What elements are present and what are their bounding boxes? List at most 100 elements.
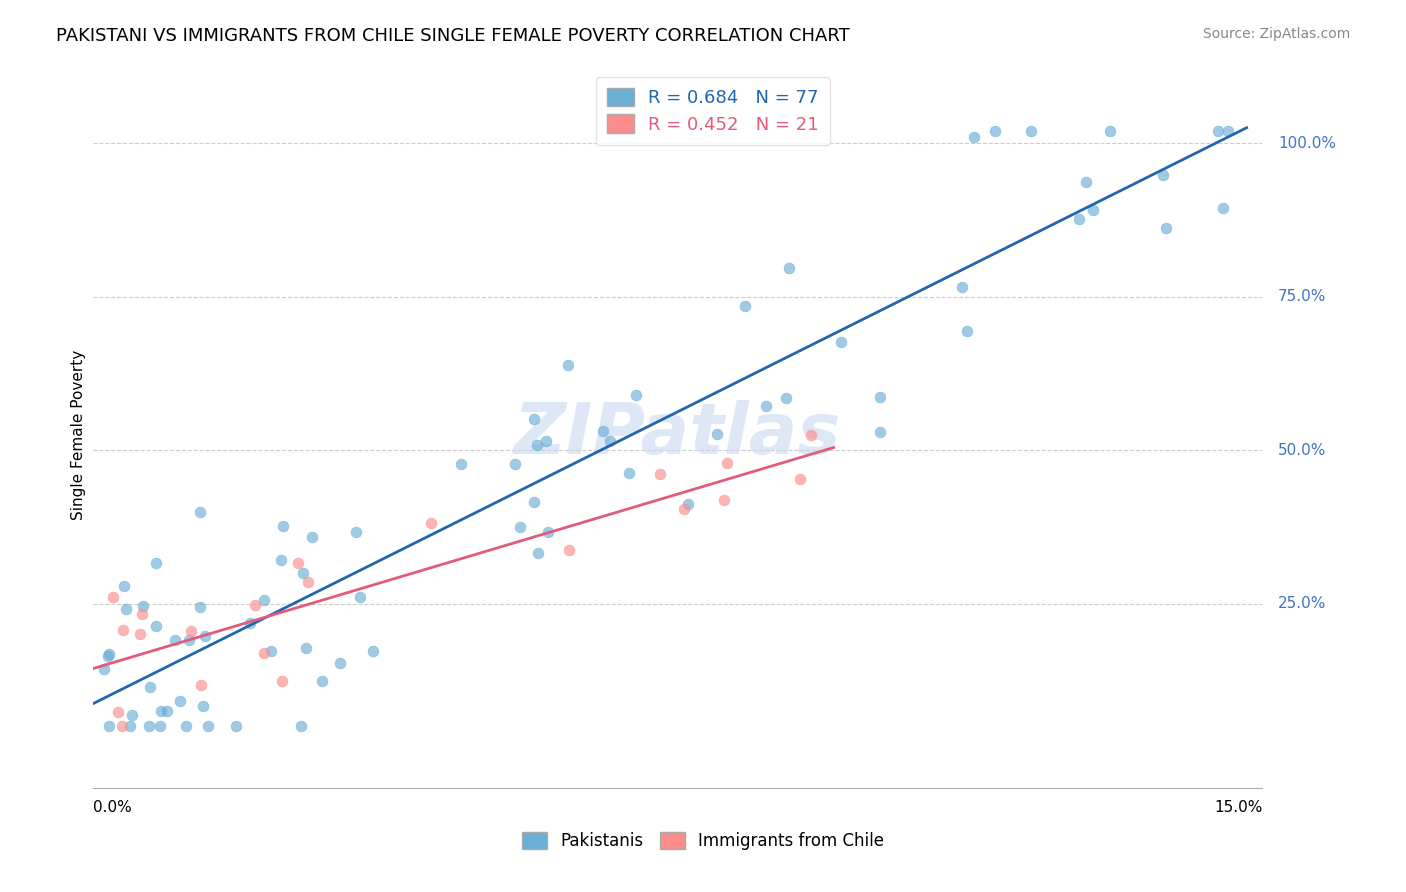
Point: [1074, 176, 1097, 190]
Point: [107, 705, 129, 719]
Point: [120, 719, 142, 733]
Point: [188, 505, 211, 519]
Point: [706, 426, 728, 441]
Point: [830, 335, 852, 350]
Point: [111, 719, 134, 733]
Point: [97, 648, 120, 663]
Point: [253, 593, 276, 607]
Point: [131, 607, 153, 622]
Point: [1098, 124, 1121, 138]
Point: [716, 456, 738, 470]
Point: [101, 590, 124, 604]
Point: [523, 495, 546, 509]
Point: [311, 673, 333, 688]
Point: [138, 719, 160, 733]
Point: [1156, 220, 1178, 235]
Point: [112, 624, 135, 638]
Point: [174, 719, 197, 733]
Point: [271, 519, 294, 533]
Text: 15.0%: 15.0%: [1213, 800, 1263, 815]
Point: [191, 699, 214, 714]
Point: [294, 641, 316, 656]
Point: [112, 579, 135, 593]
Point: [599, 434, 621, 448]
Point: [128, 627, 150, 641]
Point: [650, 467, 672, 482]
Point: [287, 556, 309, 570]
Point: [301, 530, 323, 544]
Point: [672, 502, 695, 516]
Point: [1206, 124, 1229, 138]
Point: [1152, 169, 1174, 183]
Point: [526, 438, 548, 452]
Point: [271, 673, 294, 688]
Point: [624, 388, 647, 402]
Point: [97, 647, 120, 661]
Point: [420, 516, 443, 530]
Point: [177, 633, 200, 648]
Text: 50.0%: 50.0%: [1278, 442, 1326, 458]
Text: PAKISTANI VS IMMIGRANTS FROM CHILE SINGLE FEMALE POVERTY CORRELATION CHART: PAKISTANI VS IMMIGRANTS FROM CHILE SINGL…: [56, 27, 851, 45]
Point: [190, 678, 212, 692]
Point: [145, 619, 167, 633]
Point: [245, 599, 267, 613]
Point: [1081, 202, 1104, 217]
Point: [149, 719, 172, 733]
Point: [789, 472, 811, 486]
Point: [329, 656, 352, 670]
Point: [169, 694, 191, 708]
Point: [290, 719, 312, 733]
Point: [617, 466, 640, 480]
Point: [239, 615, 262, 630]
Text: 100.0%: 100.0%: [1278, 136, 1336, 151]
Legend: Pakistanis, Immigrants from Chile: Pakistanis, Immigrants from Chile: [515, 825, 891, 857]
Point: [956, 325, 979, 339]
Point: [363, 644, 385, 658]
Point: [139, 680, 162, 694]
Legend: R = 0.684   N = 77, R = 0.452   N = 21: R = 0.684 N = 77, R = 0.452 N = 21: [596, 77, 830, 145]
Point: [983, 124, 1005, 138]
Point: [93, 662, 115, 676]
Text: 25.0%: 25.0%: [1278, 596, 1326, 611]
Text: Source: ZipAtlas.com: Source: ZipAtlas.com: [1202, 27, 1350, 41]
Point: [527, 545, 550, 559]
Point: [260, 644, 283, 658]
Point: [869, 391, 891, 405]
Point: [537, 525, 560, 540]
Point: [1216, 124, 1239, 138]
Point: [1212, 201, 1234, 215]
Point: [869, 425, 891, 440]
Point: [98, 719, 121, 733]
Point: [188, 599, 211, 614]
Point: [509, 520, 531, 534]
Y-axis label: Single Female Poverty: Single Female Poverty: [72, 350, 86, 520]
Point: [131, 599, 153, 613]
Point: [755, 399, 778, 413]
Point: [349, 590, 371, 604]
Point: [253, 646, 276, 660]
Point: [1019, 124, 1042, 138]
Point: [149, 704, 172, 718]
Point: [225, 719, 247, 733]
Point: [523, 411, 546, 425]
Point: [450, 457, 472, 471]
Point: [592, 424, 614, 438]
Point: [676, 497, 699, 511]
Point: [292, 566, 315, 580]
Point: [1067, 212, 1090, 227]
Point: [115, 602, 138, 616]
Point: [734, 299, 756, 313]
Point: [557, 358, 579, 372]
Point: [713, 493, 735, 508]
Point: [344, 524, 367, 539]
Point: [165, 632, 187, 647]
Point: [963, 130, 986, 145]
Point: [194, 629, 217, 643]
Text: 75.0%: 75.0%: [1278, 289, 1326, 304]
Text: 0.0%: 0.0%: [93, 800, 132, 815]
Point: [775, 392, 797, 406]
Point: [534, 434, 557, 448]
Point: [180, 624, 202, 638]
Point: [558, 542, 581, 557]
Point: [145, 556, 167, 570]
